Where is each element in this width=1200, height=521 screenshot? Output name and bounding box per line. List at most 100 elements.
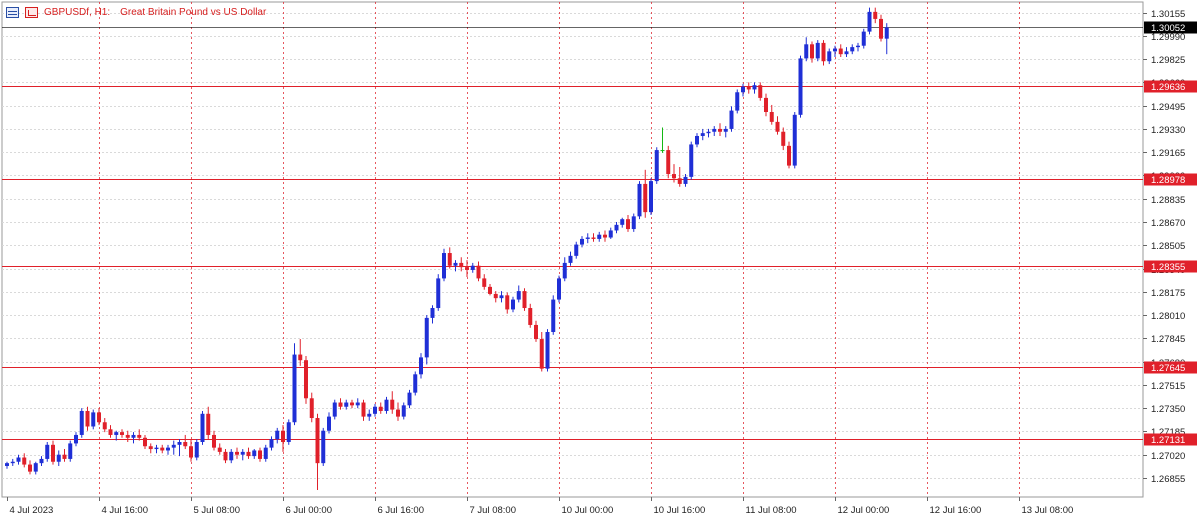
candle-body <box>470 265 475 270</box>
candle <box>189 439 193 462</box>
candle-body <box>217 447 222 452</box>
candle-body <box>488 286 492 294</box>
candle-body <box>194 442 199 458</box>
candle-body <box>476 265 481 279</box>
candle <box>764 93 768 117</box>
y-tick-label: 1.29990 <box>1151 32 1185 43</box>
candle-body <box>735 92 740 111</box>
candle-body <box>171 444 176 448</box>
candle-body <box>137 434 142 438</box>
candle-body <box>235 451 239 455</box>
candle-body <box>798 58 803 115</box>
candle-body <box>252 450 257 457</box>
candle-body <box>672 174 676 179</box>
candle-body <box>493 293 498 299</box>
candle-body <box>591 237 596 239</box>
candle-body <box>677 178 682 184</box>
candle-body <box>442 253 446 279</box>
candle <box>470 262 475 273</box>
candle-body <box>700 133 705 136</box>
candle-body <box>390 399 395 410</box>
level-label-bg <box>1144 433 1197 446</box>
candle-body <box>844 51 849 55</box>
candle-body <box>838 48 843 55</box>
y-tick-label: 1.27350 <box>1151 404 1185 415</box>
candle-body <box>585 237 590 239</box>
candle <box>171 440 176 455</box>
candle-body <box>39 458 44 464</box>
candle <box>488 284 492 296</box>
candle <box>332 399 337 420</box>
candle-body <box>465 267 469 270</box>
candle <box>545 329 550 372</box>
candle-body <box>200 413 205 442</box>
candle <box>746 82 751 94</box>
candle-body <box>401 405 406 417</box>
chart-properties-icon[interactable] <box>25 6 38 18</box>
y-tick-label: 1.30155 <box>1151 9 1185 20</box>
candle-body <box>332 402 337 417</box>
candle <box>74 432 78 447</box>
candle <box>338 398 343 410</box>
candle <box>263 444 268 462</box>
candle <box>206 406 211 440</box>
candle <box>183 434 188 450</box>
candle-body <box>258 450 262 459</box>
candle-body <box>298 354 303 361</box>
candle-body <box>459 262 464 268</box>
candle-body <box>74 434 78 444</box>
candle <box>459 257 464 272</box>
candle <box>884 23 889 55</box>
candle <box>827 48 832 65</box>
candle <box>396 402 400 421</box>
candle-body <box>10 461 15 464</box>
candle-body <box>453 262 458 266</box>
candle-body <box>419 357 423 375</box>
y-tick-label: 1.27020 <box>1151 451 1185 462</box>
candle <box>442 248 446 282</box>
candle <box>706 128 711 138</box>
candle <box>775 116 780 135</box>
candle <box>108 425 113 438</box>
candle <box>873 7 878 24</box>
x-tick-label: 4 Jul 2023 <box>10 505 54 516</box>
candle <box>672 164 676 183</box>
candle-body <box>263 447 268 459</box>
candle-body <box>102 422 107 430</box>
candle <box>729 106 734 132</box>
x-tick-label: 12 Jul 00:00 <box>838 505 890 516</box>
candle <box>453 260 458 272</box>
candle <box>792 112 797 169</box>
candle <box>476 261 481 282</box>
candle <box>321 427 326 466</box>
candle <box>430 305 435 324</box>
candle <box>603 230 607 242</box>
candle-body <box>689 144 694 177</box>
candle-body <box>695 135 699 145</box>
candle <box>373 403 377 417</box>
y-tick-label: 1.29495 <box>1151 102 1185 113</box>
candle-body <box>28 464 32 472</box>
candle-body <box>815 42 820 59</box>
candle <box>200 410 205 445</box>
candle-body <box>108 429 113 435</box>
candle <box>28 460 32 475</box>
candle <box>131 432 136 444</box>
candle <box>327 412 331 434</box>
candle <box>125 430 130 442</box>
x-tick-label: 11 Jul 08:00 <box>746 505 797 516</box>
candle <box>626 214 630 232</box>
x-tick-label: 10 Jul 16:00 <box>654 505 706 516</box>
chart-list-icon[interactable] <box>6 6 19 18</box>
candle <box>62 449 67 462</box>
candle <box>804 37 809 62</box>
candle <box>493 291 498 303</box>
candle <box>798 55 803 118</box>
x-tick-label: 5 Jul 08:00 <box>194 505 240 516</box>
candle-body <box>430 308 435 318</box>
level-label: 1.29636 <box>1151 82 1185 93</box>
candle <box>833 45 837 57</box>
candle-body <box>292 354 297 423</box>
